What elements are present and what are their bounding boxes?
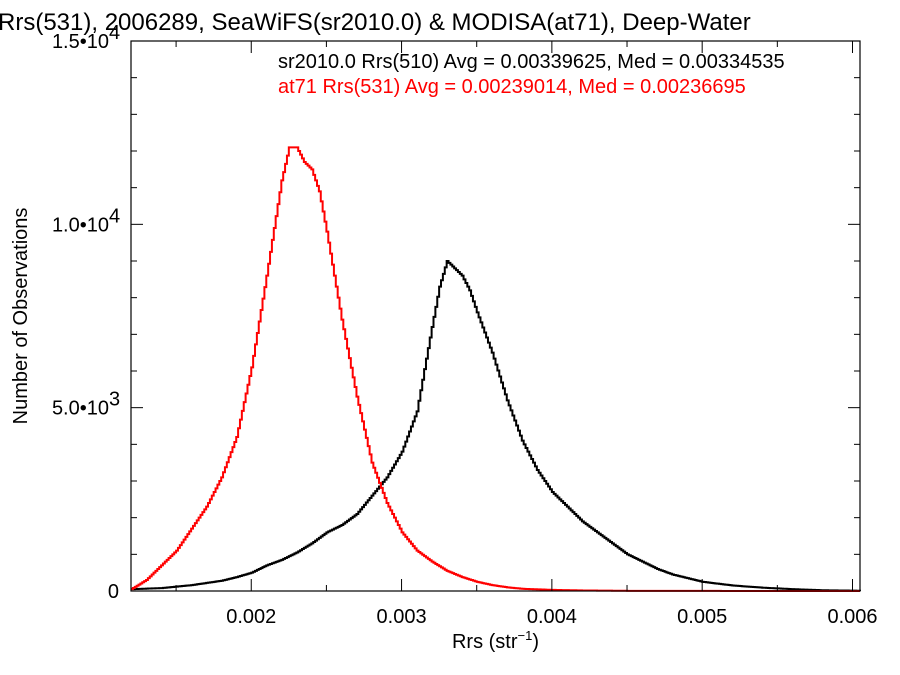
y-axis-label: Number of Observations (10, 208, 32, 425)
series-1-line (131, 260, 861, 592)
x-axis-label-sup: −1 (518, 628, 533, 643)
chart-title: Rrs(531), 2006289, SeaWiFS(sr2010.0) & M… (0, 9, 751, 36)
y-tick-exponent: 3 (109, 389, 120, 411)
x-axis-label-end: ) (532, 631, 539, 653)
y-tick-exponent: 4 (109, 22, 120, 44)
annotation-2: at71 Rrs(531) Avg = 0.00239014, Med = 0.… (278, 76, 746, 98)
series-layer (131, 146, 861, 592)
x-tick-label: 0.002 (226, 606, 276, 628)
y-tick-exponent: 4 (109, 205, 120, 227)
x-axis-label: Rrs (str−1) (452, 628, 539, 653)
x-tick-label: 0.004 (527, 606, 577, 628)
x-tick-label: 0.003 (377, 606, 427, 628)
x-tick-label: 0.005 (677, 606, 727, 628)
annotations: sr2010.0 Rrs(510) Avg = 0.00339625, Med … (278, 51, 785, 98)
y-tick-label: 5.0•10 (52, 398, 109, 420)
annotation-1: sr2010.0 Rrs(510) Avg = 0.00339625, Med … (278, 51, 785, 73)
x-tick-label: 0.006 (827, 606, 877, 628)
y-tick-label: 0 (108, 581, 119, 603)
series-2-line (131, 146, 860, 592)
x-axis-label-main: Rrs (str (452, 631, 518, 653)
y-tick-label: 1.5•10 (52, 31, 109, 53)
y-tick-label: 1.0•10 (52, 214, 109, 236)
plot-frame (130, 40, 861, 592)
